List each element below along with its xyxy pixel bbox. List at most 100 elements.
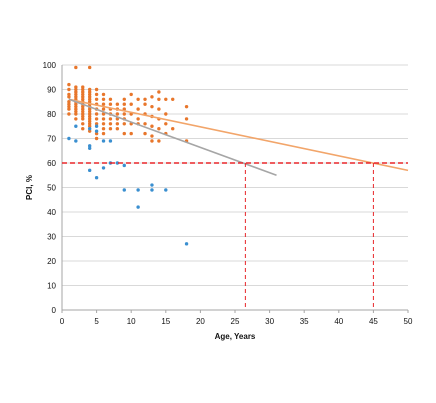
y-tick-label: 40 <box>47 208 56 217</box>
data-point <box>101 117 106 121</box>
data-point <box>94 124 99 128</box>
data-point <box>150 183 154 187</box>
data-point <box>115 127 120 131</box>
data-point <box>74 139 78 143</box>
data-point <box>81 104 85 109</box>
y-tick-labels: 0 10 20 30 40 50 60 70 80 90 100 <box>43 61 57 315</box>
data-point <box>115 122 120 126</box>
data-point <box>81 95 85 99</box>
data-point <box>81 112 85 116</box>
data-point <box>108 127 113 131</box>
data-point <box>87 124 92 128</box>
data-point <box>87 117 92 121</box>
reference-lines <box>62 162 408 310</box>
data-point <box>94 97 99 102</box>
data-point <box>74 90 78 94</box>
data-point <box>101 166 106 170</box>
y-tick-label: 10 <box>47 282 56 291</box>
data-point <box>94 122 99 126</box>
x-tick-label: 30 <box>265 317 274 326</box>
data-point <box>67 95 71 99</box>
data-point <box>101 127 106 131</box>
data-point <box>101 131 106 136</box>
data-point <box>67 104 71 109</box>
data-point <box>122 102 126 106</box>
data-point <box>81 97 85 102</box>
data-point <box>136 205 140 209</box>
data-point <box>67 107 71 111</box>
x-tick-label: 0 <box>60 317 65 326</box>
x-tick-labels: 0 5 10 15 20 25 30 35 40 45 50 <box>60 317 413 326</box>
data-point <box>74 95 78 99</box>
data-point <box>94 92 99 97</box>
data-point <box>67 100 71 104</box>
data-point <box>87 87 92 92</box>
data-point <box>108 97 113 102</box>
x-axis-title: Age, Years <box>215 332 256 341</box>
data-point <box>87 144 92 148</box>
data-point <box>74 65 78 70</box>
data-point <box>81 90 85 94</box>
data-point <box>87 112 92 116</box>
data-point <box>108 102 113 106</box>
data-point <box>150 139 154 143</box>
data-point <box>74 107 78 111</box>
data-point <box>74 87 78 92</box>
data-point <box>74 85 78 89</box>
data-point <box>150 188 154 192</box>
data-point <box>94 129 99 133</box>
data-point <box>74 104 78 109</box>
data-point <box>171 127 175 131</box>
data-point <box>108 122 113 126</box>
data-point <box>115 102 120 106</box>
data-point <box>94 136 99 141</box>
data-point <box>81 107 85 111</box>
data-point <box>67 136 71 141</box>
data-point <box>87 122 92 126</box>
data-point <box>81 85 85 89</box>
data-point <box>157 107 161 111</box>
data-point <box>74 109 78 114</box>
data-point <box>164 188 168 192</box>
y-tick-label: 50 <box>47 184 56 193</box>
data-point <box>184 104 189 109</box>
y-tick-label: 90 <box>47 86 56 95</box>
data-point <box>136 117 140 121</box>
y-tick-label: 0 <box>52 306 57 315</box>
data-point <box>81 87 85 92</box>
data-point <box>150 124 154 128</box>
data-point <box>67 82 71 87</box>
y-axis-title: PCI, % <box>25 175 34 200</box>
data-point <box>87 107 92 111</box>
axes <box>61 65 409 313</box>
data-points <box>67 65 189 246</box>
trendline <box>68 98 409 172</box>
data-point <box>171 97 175 102</box>
data-point <box>87 119 92 124</box>
x-tick-label: 5 <box>94 317 99 326</box>
data-point <box>115 112 120 116</box>
data-point <box>87 92 92 97</box>
x-tick-label: 25 <box>231 317 240 326</box>
data-point <box>101 92 106 97</box>
data-point <box>87 114 92 119</box>
data-point <box>129 92 133 97</box>
data-point <box>150 134 154 138</box>
data-point <box>101 122 106 126</box>
x-tick-label: 45 <box>369 317 378 326</box>
data-point <box>101 107 106 111</box>
data-point <box>81 122 85 126</box>
data-point <box>67 87 71 92</box>
data-point <box>122 131 126 136</box>
y-tick-label: 30 <box>47 233 56 242</box>
data-point <box>136 97 140 102</box>
data-point <box>164 122 168 126</box>
x-tick-label: 50 <box>404 317 413 326</box>
data-point <box>157 127 161 131</box>
data-point <box>87 65 92 70</box>
y-tick-label: 70 <box>47 135 56 144</box>
data-point <box>157 90 161 94</box>
data-point <box>122 97 126 102</box>
data-point <box>122 188 126 192</box>
x-tick-label: 10 <box>127 317 136 326</box>
